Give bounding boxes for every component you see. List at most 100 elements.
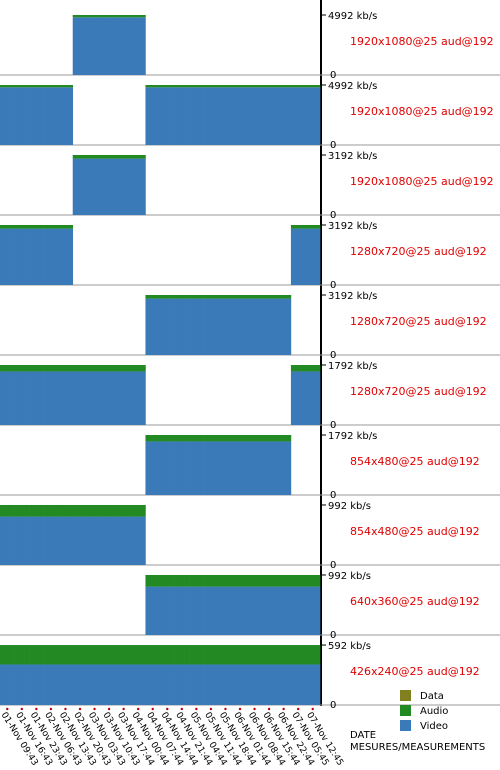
bar-segment bbox=[72, 516, 88, 565]
bar-segment bbox=[276, 586, 292, 635]
bar-segment bbox=[43, 228, 59, 285]
bar-segment bbox=[72, 17, 88, 75]
bar-segment bbox=[29, 87, 44, 145]
bar-segment bbox=[218, 295, 234, 299]
bar-segment bbox=[58, 228, 74, 285]
bar-segment bbox=[87, 645, 103, 665]
legend-swatch bbox=[400, 705, 411, 716]
bar-segment bbox=[290, 371, 306, 425]
resolution-label: 854x480@25 aud@192 bbox=[350, 525, 480, 538]
bar-segment bbox=[232, 295, 248, 299]
bar-segment bbox=[116, 365, 132, 372]
y-tick-label: 1792 kb/s bbox=[328, 431, 377, 442]
y-tick-label: 1792 kb/s bbox=[328, 361, 377, 372]
bar-segment bbox=[101, 371, 117, 425]
bar-segment bbox=[203, 295, 219, 299]
bar-segment bbox=[305, 371, 321, 425]
bar-segment bbox=[261, 574, 277, 587]
bar-segment bbox=[290, 85, 306, 88]
x-tick bbox=[296, 707, 300, 711]
bar-segment bbox=[261, 441, 277, 495]
bar-segment bbox=[0, 365, 15, 372]
bar-segment bbox=[174, 664, 190, 705]
bar-segment bbox=[160, 435, 175, 442]
bar-segment bbox=[218, 87, 234, 145]
x-tick bbox=[64, 707, 67, 711]
bar-segment bbox=[247, 586, 263, 635]
bar-segment bbox=[247, 664, 263, 705]
bar-segment bbox=[14, 225, 30, 229]
bar-segment bbox=[130, 516, 146, 565]
y-tick-label: 0 bbox=[330, 140, 336, 151]
bar-segment bbox=[0, 645, 15, 665]
bar-segment bbox=[145, 586, 161, 635]
bar-segment bbox=[101, 664, 117, 705]
bar-segment bbox=[305, 85, 321, 88]
bar-segment bbox=[0, 87, 15, 145]
bar-segment bbox=[218, 574, 234, 587]
bar-segment bbox=[174, 85, 190, 88]
bar-segment bbox=[218, 298, 234, 355]
bar-segment bbox=[247, 645, 263, 665]
bar-segment bbox=[174, 298, 190, 355]
bar-segment bbox=[276, 295, 292, 299]
bar-segment bbox=[232, 574, 248, 587]
bar-segment bbox=[203, 645, 219, 665]
x-tick bbox=[93, 707, 96, 711]
bar-segment bbox=[130, 158, 146, 215]
bar-segment bbox=[261, 586, 277, 635]
bar-segment bbox=[130, 15, 146, 18]
bar-segment bbox=[29, 371, 44, 425]
bar-segment bbox=[87, 155, 103, 159]
bar-segment bbox=[189, 85, 204, 88]
bar-segment bbox=[116, 516, 132, 565]
bar-segment bbox=[116, 664, 132, 705]
y-tick-label: 0 bbox=[330, 560, 336, 571]
y-tick-label: 3192 kb/s bbox=[328, 151, 377, 162]
bar-segment bbox=[174, 435, 190, 442]
x-tick bbox=[267, 707, 271, 711]
bar-segment bbox=[145, 441, 161, 495]
bar-segment bbox=[160, 645, 175, 665]
bar-segment bbox=[189, 441, 204, 495]
bar-segment bbox=[145, 85, 161, 88]
bar-segment bbox=[72, 664, 88, 705]
bar-segment bbox=[276, 664, 292, 705]
bar-segment bbox=[101, 155, 117, 159]
bar-segment bbox=[276, 645, 292, 665]
bar-segment bbox=[29, 516, 44, 565]
bar-segment bbox=[43, 225, 59, 229]
bar-segment bbox=[305, 228, 321, 285]
bar-segment bbox=[247, 441, 263, 495]
bar-segment bbox=[0, 228, 15, 285]
y-tick-label: 592 kb/s bbox=[328, 641, 371, 652]
bar-segment bbox=[0, 85, 15, 88]
bar-segment bbox=[130, 365, 146, 372]
bar-segment bbox=[72, 645, 88, 665]
resolution-label: 1280x720@25 aud@192 bbox=[350, 385, 487, 398]
bar-segment bbox=[218, 664, 234, 705]
bar-segment bbox=[290, 228, 306, 285]
bar-segment bbox=[116, 155, 132, 159]
bar-segment bbox=[130, 645, 146, 665]
bar-segment bbox=[29, 664, 44, 705]
bar-segment bbox=[247, 295, 263, 299]
x-axis-label: DATE bbox=[350, 730, 376, 741]
bar-segment bbox=[232, 441, 248, 495]
bar-segment bbox=[0, 516, 15, 565]
bar-segment bbox=[290, 365, 306, 372]
y-tick-label: 4992 kb/s bbox=[328, 81, 377, 92]
x-tick bbox=[136, 707, 140, 711]
y-tick-label: 0 bbox=[330, 490, 336, 501]
bar-segment bbox=[276, 435, 292, 442]
bar-segment bbox=[87, 17, 103, 75]
bar-segment bbox=[174, 645, 190, 665]
bar-segment bbox=[174, 87, 190, 145]
bar-segment bbox=[101, 645, 117, 665]
bar-segment bbox=[116, 15, 132, 18]
bar-segment bbox=[116, 17, 132, 75]
x-tick bbox=[224, 707, 227, 711]
bar-segment bbox=[29, 85, 44, 88]
bar-segment bbox=[247, 85, 263, 88]
